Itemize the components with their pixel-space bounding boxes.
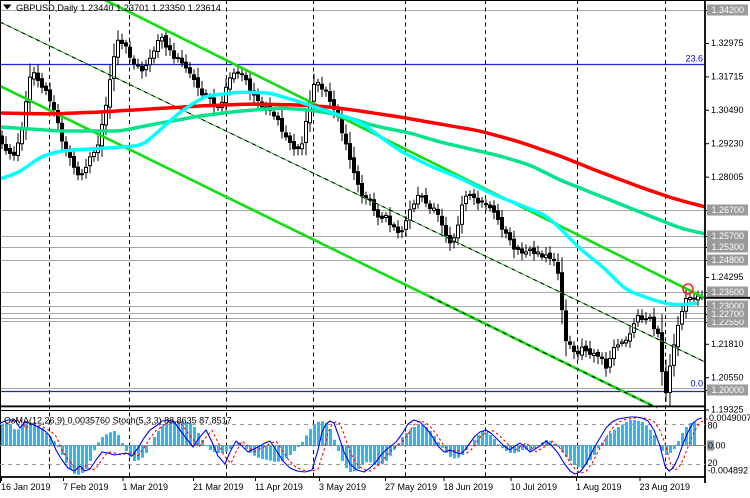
svg-text:1.23600: 1.23600 — [712, 287, 745, 297]
svg-text:1.32975: 1.32975 — [711, 38, 744, 48]
svg-text:1.23000: 1.23000 — [712, 301, 745, 311]
svg-text:16 Jan 2019: 16 Jan 2019 — [1, 482, 51, 492]
svg-text:1.24800: 1.24800 — [712, 255, 745, 265]
svg-text:1 Aug 2019: 1 Aug 2019 — [576, 482, 622, 492]
svg-text:1.26700: 1.26700 — [712, 205, 745, 215]
svg-text:18 Jun 2019: 18 Jun 2019 — [444, 482, 494, 492]
svg-text:21 Mar 2019: 21 Mar 2019 — [193, 482, 244, 492]
svg-text:1.20000: 1.20000 — [712, 385, 745, 395]
svg-text:GBPUSD,Daily 1.23440 1.23701: GBPUSD,Daily 1.23440 1.23701 1.23350 1.2… — [16, 3, 221, 13]
svg-text:1.34200: 1.34200 — [712, 5, 745, 15]
svg-text:0.00: 0.00 — [708, 441, 726, 451]
svg-text:1.31715: 1.31715 — [711, 72, 744, 82]
svg-text:3 May 2019: 3 May 2019 — [319, 482, 366, 492]
svg-text:1.24295: 1.24295 — [711, 272, 744, 282]
svg-text:1.25700: 1.25700 — [712, 231, 745, 241]
svg-text:-0.004892: -0.004892 — [708, 466, 749, 476]
svg-text:1.25300: 1.25300 — [712, 242, 745, 252]
svg-text:1.21810: 1.21810 — [711, 339, 744, 349]
svg-text:1.20550: 1.20550 — [711, 372, 744, 382]
svg-text:27 May 2019: 27 May 2019 — [385, 482, 437, 492]
svg-text:1.30490: 1.30490 — [711, 105, 744, 115]
svg-text:80: 80 — [708, 421, 718, 431]
svg-text:1.22550: 1.22550 — [712, 317, 745, 327]
svg-text:20: 20 — [708, 458, 718, 468]
svg-text:7 Feb 2019: 7 Feb 2019 — [63, 482, 109, 492]
svg-text:23 Aug 2019: 23 Aug 2019 — [640, 482, 691, 492]
svg-text:1.19325: 1.19325 — [711, 405, 744, 415]
svg-text:11 Apr 2019: 11 Apr 2019 — [255, 482, 303, 492]
svg-text:23.6: 23.6 — [685, 54, 703, 64]
svg-text:0.0: 0.0 — [690, 379, 703, 389]
svg-text:10 Jul 2019: 10 Jul 2019 — [511, 482, 558, 492]
svg-text:OsMA(12,26,9) 0.0035760 Stoch: OsMA(12,26,9) 0.0035760 Stoch(5,3,3) 88.… — [4, 416, 232, 426]
svg-text:1 Mar 2019: 1 Mar 2019 — [123, 482, 169, 492]
svg-text:1.29230: 1.29230 — [711, 138, 744, 148]
svg-text:1.28005: 1.28005 — [711, 172, 744, 182]
svg-text:0.0049007: 0.0049007 — [709, 413, 750, 423]
svg-text:1.22700: 1.22700 — [712, 309, 745, 319]
